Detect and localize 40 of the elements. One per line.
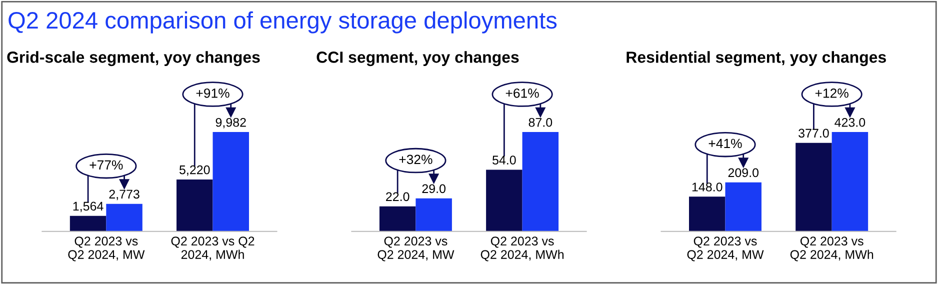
- text: +61%: [506, 88, 539, 98]
- x-tick-label: Q2 2023 vs Q2 2024, MWh: [790, 236, 874, 262]
- data-label: 22.0: [386, 192, 410, 202]
- text: +12%: [815, 88, 848, 98]
- chart-title: Q2 2024 comparison of energy storage deployments: [8, 11, 557, 34]
- bar: [379, 206, 416, 232]
- annotation: +41%: [708, 138, 742, 148]
- x-tick-label: Q2 2023 vs Q2 2024, MW: [68, 236, 145, 262]
- data-label: 209.0: [728, 168, 759, 178]
- data-label: 9,982: [216, 118, 246, 128]
- data-label: 29.0: [422, 184, 446, 194]
- data-label: 1,564: [73, 202, 104, 212]
- bar: [70, 216, 106, 232]
- bar: [416, 198, 452, 232]
- x-tick-label: Q2 2023 vs Q2 2024, MWh: [171, 236, 254, 260]
- bar: [176, 179, 213, 232]
- bar: [522, 132, 559, 232]
- chart-subtitle: Residential segment, yoy changes: [626, 51, 886, 66]
- data-label: 5,220: [179, 165, 210, 176]
- chart-subtitle: CCI segment, yoy changes: [316, 51, 519, 66]
- data-label: 54.0: [492, 156, 516, 165]
- data-label: 148.0: [692, 182, 722, 192]
- data-label: 377.0: [798, 128, 829, 138]
- bar: [106, 204, 142, 232]
- annotation: +32%: [399, 154, 432, 164]
- bar: [725, 182, 762, 232]
- data-label: 87.0: [528, 118, 552, 127]
- text: +91%: [196, 88, 230, 98]
- annotation: +77%: [90, 160, 123, 170]
- x-tick-label: Q2 2023 vs Q2 2024, MW: [687, 236, 764, 262]
- data-label: 423.0: [834, 118, 866, 127]
- bar: [689, 196, 726, 232]
- bar: [486, 170, 522, 232]
- data-label: 2,773: [109, 190, 140, 200]
- bar: [212, 132, 249, 232]
- bar: [832, 132, 868, 232]
- x-tick-label: Q2 2023 vs Q2 2024, MW: [378, 236, 454, 262]
- x-tick-label: Q2 2023 vs Q2 2024, MWh: [480, 236, 564, 262]
- chart-subtitle: Grid-scale segment, yoy changes: [7, 51, 260, 66]
- bar: [796, 142, 832, 232]
